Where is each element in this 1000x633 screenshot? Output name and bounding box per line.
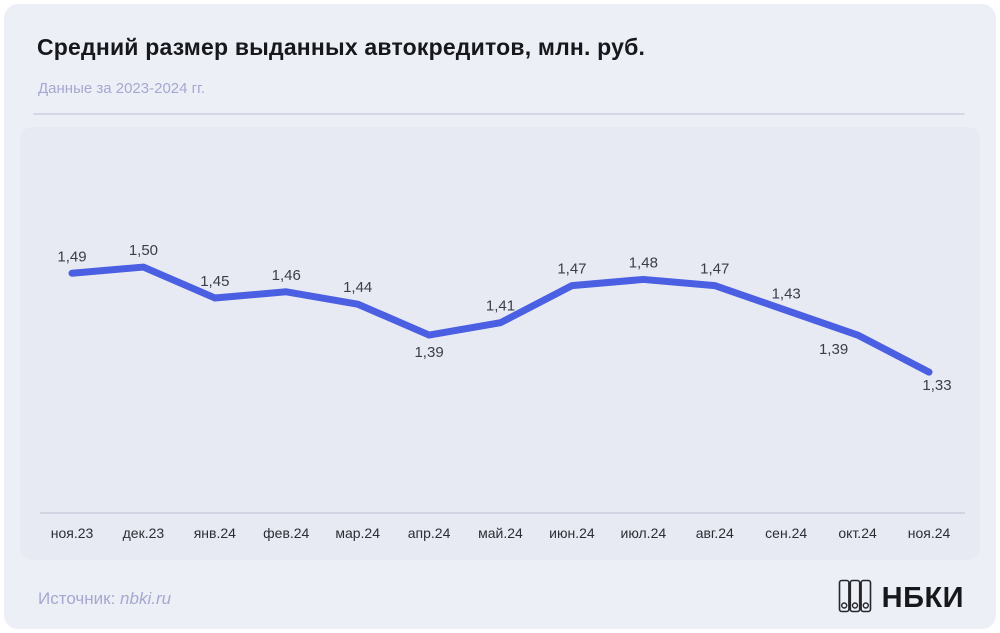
data-label: 1,49 [57, 248, 86, 265]
page-title: Средний размер выданных автокредитов, мл… [37, 34, 646, 60]
chart-panel: 1,49 1,50 1,45 1,46 1,44 1,39 1,41 1,47 1,48 1,47… [20, 127, 980, 560]
data-label: 1,44 [343, 279, 372, 296]
data-label: 1,39 [414, 344, 443, 361]
x-axis-label: авг.24 [696, 525, 734, 541]
header-divider [33, 113, 965, 115]
x-axis-label: ноя.24 [908, 525, 951, 541]
source-link[interactable]: nbki.ru [120, 589, 172, 608]
nbki-logo: НБКИ [837, 578, 964, 619]
x-axis-label: июл.24 [621, 525, 667, 541]
x-axis-label: дек.23 [123, 525, 165, 541]
data-label: 1,39 [819, 341, 848, 358]
data-label: 1,43 [772, 285, 801, 302]
x-axis-label: июн.24 [549, 525, 595, 541]
data-label: 1,47 [557, 261, 586, 278]
data-label: 1,41 [486, 298, 515, 315]
source-text: Источник: nbki.ru [38, 589, 171, 609]
chart-subtitle: Данные за 2023-2024 гг. [38, 80, 205, 97]
x-axis-label: апр.24 [408, 525, 451, 541]
data-label: 1,50 [129, 242, 158, 259]
data-label: 1,47 [700, 261, 729, 278]
x-axis-label: окт.24 [838, 525, 877, 541]
data-label: 1,33 [922, 377, 951, 394]
infographic-card: Средний размер выданных автокредитов, мл… [4, 4, 996, 629]
x-axis-label: янв.24 [194, 525, 236, 541]
data-label: 1,45 [200, 273, 229, 290]
line-chart: 1,49 1,50 1,45 1,46 1,44 1,39 1,41 1,47 1,48 1,47… [40, 242, 965, 541]
data-line [68, 263, 933, 376]
x-axis-label: сен.24 [765, 525, 807, 541]
data-label: 1,48 [629, 254, 658, 271]
x-axis-label: фев.24 [263, 525, 309, 541]
data-label: 1,46 [272, 267, 301, 284]
x-axis-label: ноя.23 [51, 525, 94, 541]
x-axis-label: мар.24 [335, 525, 380, 541]
x-axis-label: май.24 [478, 525, 523, 541]
binders-icon [837, 578, 873, 619]
source-prefix: Источник: [38, 589, 121, 608]
logo-text: НБКИ [881, 582, 964, 614]
